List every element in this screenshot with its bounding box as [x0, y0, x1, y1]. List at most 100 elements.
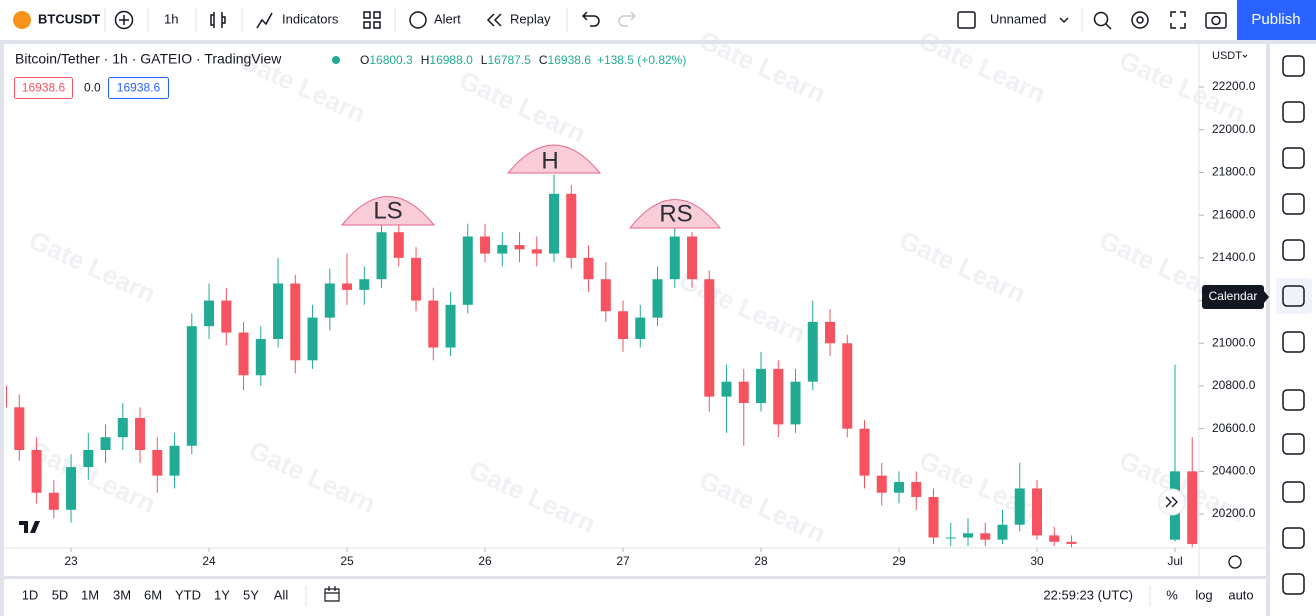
add-symbol[interactable]	[114, 10, 134, 30]
candle-body	[963, 533, 974, 538]
publish[interactable]: Publish	[1251, 11, 1300, 28]
ohlc-label: C	[539, 53, 548, 67]
currency[interactable]: USDT	[1212, 50, 1242, 62]
candle-body	[704, 279, 715, 397]
chart-type[interactable]	[210, 12, 226, 28]
sidebar-icon[interactable]	[1282, 239, 1305, 261]
candle-body	[876, 475, 887, 493]
y-tick-label: 20200.0	[1212, 506, 1256, 520]
candle-body	[583, 257, 594, 280]
fullscreen[interactable]	[1170, 11, 1186, 29]
candle-body	[738, 381, 749, 404]
bottom-toolbar: 22:59:23 (UTC) % log auto 1D 5D 1M 3M 6M YTD 1…	[22, 586, 1254, 606]
y-tick-label: 21000.0	[1212, 335, 1256, 349]
value-box-text: 16938.6	[117, 81, 161, 95]
x-tick-label: 23	[64, 554, 78, 568]
publish-button[interactable]	[1237, 0, 1316, 40]
indicators[interactable]: Indicators	[282, 11, 339, 26]
sidebar-icon[interactable]	[1282, 573, 1305, 595]
log-toggle[interactable]: log	[1195, 587, 1212, 602]
candle-body	[238, 332, 249, 376]
auto-toggle[interactable]: auto	[1228, 587, 1253, 602]
candle-body	[928, 496, 939, 538]
range-button[interactable]: 1M	[81, 587, 99, 602]
symbol[interactable]: BTCUSDT	[38, 11, 100, 26]
candle-body	[117, 417, 128, 438]
ohlc-value: 16787.5	[487, 53, 531, 67]
sidebar-icon[interactable]	[1282, 433, 1305, 455]
candle-body	[169, 445, 180, 476]
range-button[interactable]: All	[274, 587, 289, 602]
range-button[interactable]: YTD	[175, 587, 201, 602]
replay[interactable]: Replay	[510, 11, 551, 26]
sidebar-icon[interactable]	[1282, 285, 1305, 307]
candle-body	[204, 300, 215, 327]
sidebar-icon[interactable]	[1282, 481, 1305, 503]
sidebar-icon[interactable]	[1282, 331, 1305, 353]
range-button[interactable]: 1Y	[214, 587, 230, 602]
candle-body	[152, 450, 163, 476]
candle-body	[600, 279, 611, 312]
range-button[interactable]: 5Y	[243, 587, 259, 602]
candle-body	[290, 283, 301, 361]
candle-body	[100, 437, 111, 451]
layout-name[interactable]: Unnamed	[990, 11, 1046, 26]
scroll-to-realtime[interactable]	[1158, 488, 1186, 516]
indicators-icon[interactable]	[256, 12, 273, 29]
candle-body	[135, 417, 146, 451]
undo[interactable]	[581, 11, 600, 27]
settings[interactable]	[1131, 11, 1149, 29]
redo[interactable]	[618, 11, 637, 27]
snapshot[interactable]	[1205, 12, 1227, 29]
plot-area	[6, 174, 1198, 548]
ohlc-value: 16800.3	[369, 53, 413, 67]
symbol-icon[interactable]	[13, 11, 31, 29]
percent-toggle[interactable]: %	[1166, 587, 1178, 602]
sidebar-icon[interactable]	[1282, 147, 1305, 169]
range-button[interactable]: 6M	[144, 587, 162, 602]
sidebar-icon[interactable]	[1282, 101, 1305, 123]
range-button[interactable]: 5D	[52, 587, 69, 602]
sidebar-icon[interactable]	[1282, 389, 1305, 411]
pattern-arc	[506, 144, 602, 174]
candle-body	[393, 232, 404, 258]
value-box	[108, 77, 169, 99]
pattern-label: LS	[373, 197, 402, 224]
y-tick-label: 21600.0	[1212, 207, 1256, 221]
search[interactable]	[1093, 11, 1109, 27]
layout-icon[interactable]	[957, 11, 976, 29]
candle-body	[48, 492, 59, 510]
candle-body	[83, 450, 94, 468]
replay-icon[interactable]	[486, 13, 502, 27]
alert-icon[interactable]	[409, 11, 427, 29]
candle-body	[514, 245, 525, 250]
candle-body	[618, 311, 629, 339]
candle-body	[66, 467, 77, 510]
sidebar-icon[interactable]	[1282, 527, 1305, 549]
y-tick-label: 21800.0	[1212, 165, 1256, 179]
x-tick-label: 24	[202, 554, 216, 568]
x-tick-label: 25	[340, 554, 354, 568]
tradingview-logo[interactable]	[19, 521, 40, 533]
candle-body	[273, 283, 284, 339]
clock[interactable]: 22:59:23 (UTC)	[1043, 587, 1133, 602]
candle-body	[411, 257, 422, 301]
sidebar-icon[interactable]	[1282, 55, 1305, 77]
range-button[interactable]: 3M	[113, 587, 131, 602]
candle-body	[14, 407, 25, 451]
alert[interactable]: Alert	[434, 11, 461, 26]
templates[interactable]	[363, 11, 381, 29]
candle-body	[307, 317, 318, 361]
axis-settings[interactable]	[1228, 555, 1242, 569]
candle-body	[945, 537, 956, 539]
top-toolbar: BTCUSDT 1h Indicators Alert Replay Unnam…	[0, 0, 1316, 44]
candle-body	[1066, 541, 1077, 544]
go-to-date[interactable]	[324, 586, 340, 602]
candle-body	[894, 482, 905, 493]
x-tick-label: 30	[1030, 554, 1044, 568]
range-button[interactable]: 1D	[22, 587, 39, 602]
sidebar-icon[interactable]	[1282, 193, 1305, 215]
interval[interactable]: 1h	[164, 11, 178, 26]
candle-body	[911, 482, 922, 497]
